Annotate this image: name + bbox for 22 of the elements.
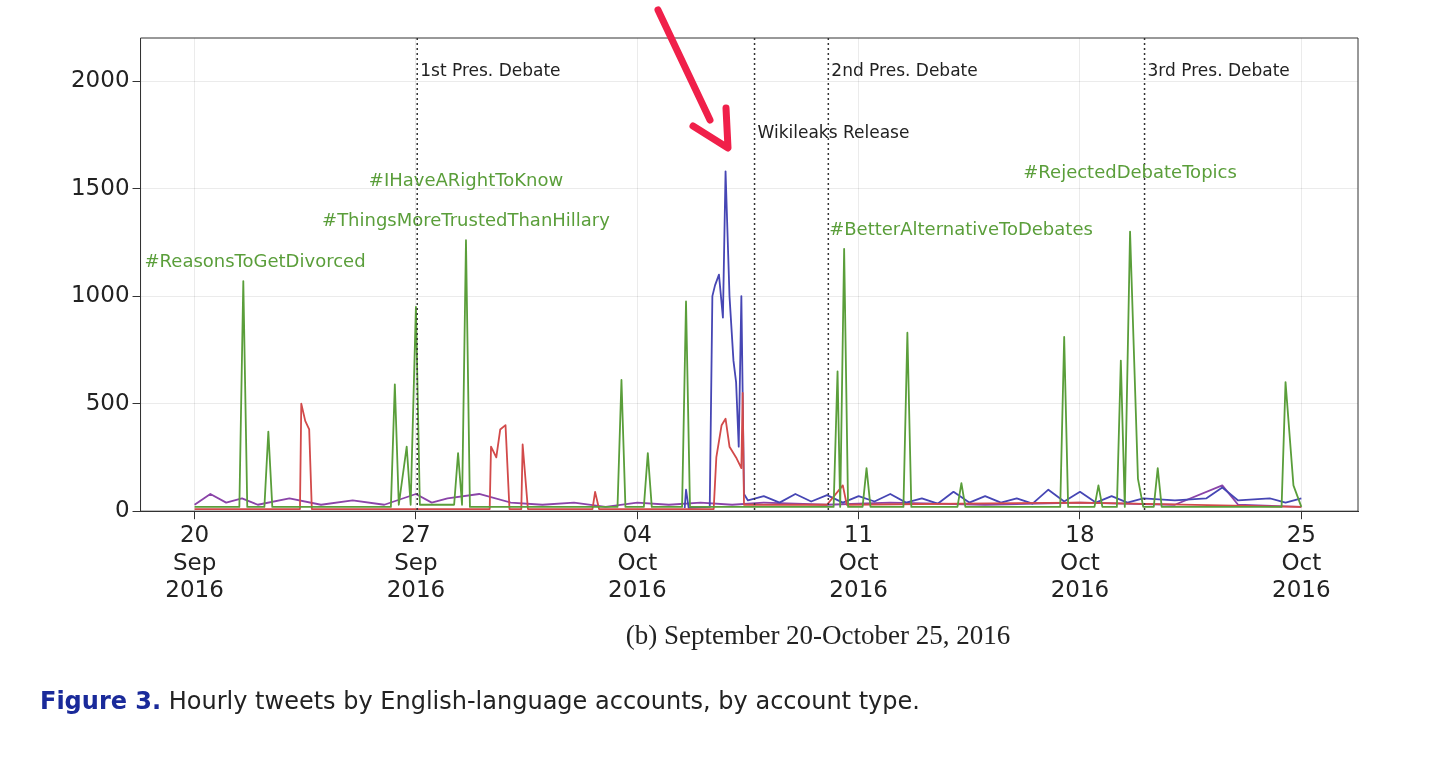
annotation: #BetterAlternativeToDebates bbox=[829, 217, 1093, 239]
x-tick-label: 25 Oct 2016 bbox=[1272, 520, 1331, 603]
x-tick-label: 18 Oct 2016 bbox=[1050, 520, 1110, 603]
y-tick-label: 0 bbox=[114, 496, 130, 523]
annotation: #ReasonsToGetDivorced bbox=[144, 250, 366, 272]
x-tick-label: 04 Oct 2016 bbox=[608, 520, 667, 603]
x-tick-label: 27 Sep 2016 bbox=[386, 520, 446, 603]
x-tick-label: 11 Oct 2016 bbox=[829, 520, 888, 603]
annotation: #ThingsMoreTrustedThanHillary bbox=[322, 209, 611, 231]
ref-line-label: 3rd Pres. Debate bbox=[1147, 60, 1290, 80]
annotation: #RejectedDebateTopics bbox=[1023, 160, 1237, 182]
ref-line-label: Wikileaks Release bbox=[757, 122, 910, 142]
y-tick-label: 2000 bbox=[70, 65, 130, 92]
caption: Figure 3. Hourly tweets by English-language accounts, by account type. bbox=[40, 687, 921, 715]
y-tick-label: 500 bbox=[85, 388, 130, 415]
y-tick-label: 1000 bbox=[70, 281, 130, 308]
text: (b) September 20-October 25, 2016 bbox=[624, 620, 1012, 651]
y-tick-label: 1500 bbox=[70, 173, 130, 200]
ref-line-label: 1st Pres. Debate bbox=[420, 60, 561, 80]
ref-line-label: 2nd Pres. Debate bbox=[831, 60, 978, 80]
annotation: #IHaveARightToKnow bbox=[368, 169, 564, 191]
x-tick-label: 20 Sep 2016 bbox=[165, 520, 224, 603]
